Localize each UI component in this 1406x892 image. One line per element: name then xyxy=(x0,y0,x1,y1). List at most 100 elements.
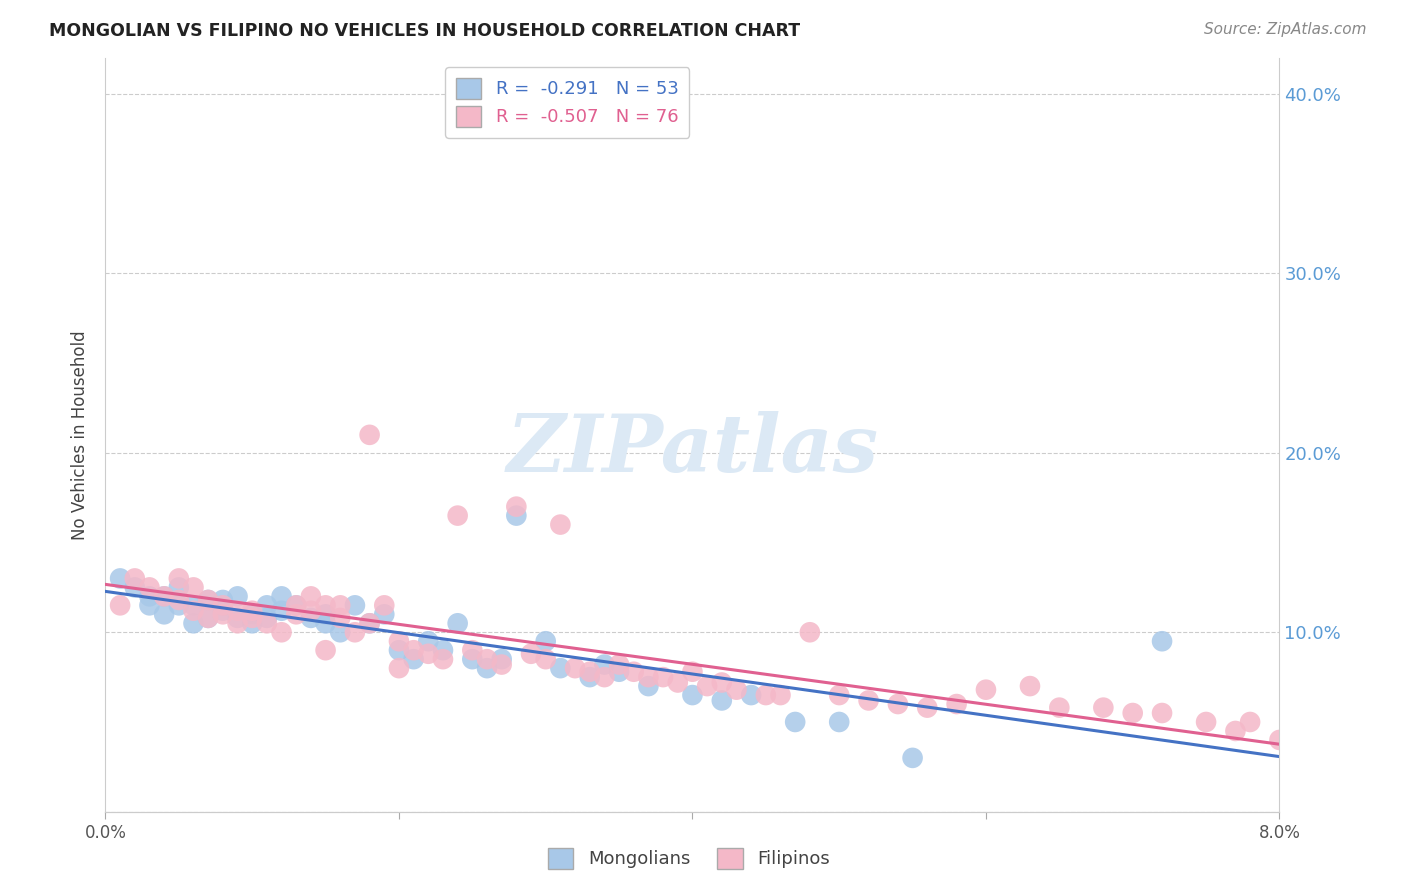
Point xyxy=(696,679,718,693)
Point xyxy=(725,682,748,697)
Point xyxy=(740,688,762,702)
Point xyxy=(446,508,468,523)
Point xyxy=(359,428,381,442)
Legend: Mongolians, Filipinos: Mongolians, Filipinos xyxy=(541,840,837,876)
Point xyxy=(418,634,440,648)
Point xyxy=(710,693,733,707)
Point xyxy=(197,593,219,607)
Point xyxy=(652,670,675,684)
Point xyxy=(226,590,249,604)
Point xyxy=(183,581,205,595)
Point xyxy=(769,688,792,702)
Point xyxy=(550,661,572,675)
Point xyxy=(491,652,513,666)
Point xyxy=(1047,700,1070,714)
Point xyxy=(343,625,366,640)
Point xyxy=(1195,714,1218,729)
Point xyxy=(607,665,630,679)
Point xyxy=(343,599,366,613)
Point xyxy=(211,604,233,618)
Point xyxy=(329,625,352,640)
Point xyxy=(607,657,630,672)
Point xyxy=(167,581,190,595)
Point xyxy=(226,616,249,631)
Point xyxy=(359,616,381,631)
Point xyxy=(256,616,278,631)
Point xyxy=(138,590,160,604)
Point xyxy=(623,665,645,679)
Point xyxy=(828,688,851,702)
Point xyxy=(211,593,233,607)
Point xyxy=(520,647,543,661)
Point xyxy=(550,517,572,532)
Point xyxy=(167,593,190,607)
Point xyxy=(475,661,498,675)
Point xyxy=(240,607,263,622)
Point xyxy=(1092,700,1115,714)
Point xyxy=(388,634,411,648)
Point xyxy=(1150,706,1173,720)
Point xyxy=(197,593,219,607)
Point xyxy=(285,599,308,613)
Point xyxy=(637,670,659,684)
Point xyxy=(432,652,454,666)
Y-axis label: No Vehicles in Household: No Vehicles in Household xyxy=(72,330,90,540)
Point xyxy=(240,611,263,625)
Point xyxy=(153,590,176,604)
Point xyxy=(828,714,851,729)
Point xyxy=(226,604,249,618)
Point xyxy=(1239,714,1261,729)
Point xyxy=(270,590,292,604)
Point xyxy=(1341,783,1364,797)
Point xyxy=(329,599,352,613)
Point xyxy=(315,643,337,657)
Point xyxy=(256,599,278,613)
Point xyxy=(1312,778,1334,792)
Point xyxy=(710,675,733,690)
Point xyxy=(1122,706,1144,720)
Point xyxy=(564,661,586,675)
Point xyxy=(666,675,689,690)
Point xyxy=(461,652,484,666)
Point xyxy=(505,500,527,514)
Point xyxy=(108,571,131,585)
Point xyxy=(315,616,337,631)
Point xyxy=(505,508,527,523)
Point xyxy=(1019,679,1042,693)
Point xyxy=(1225,723,1247,738)
Point xyxy=(240,604,263,618)
Point xyxy=(432,643,454,657)
Point xyxy=(167,599,190,613)
Point xyxy=(256,611,278,625)
Text: Source: ZipAtlas.com: Source: ZipAtlas.com xyxy=(1204,22,1367,37)
Point xyxy=(593,657,616,672)
Point xyxy=(315,599,337,613)
Point xyxy=(461,643,484,657)
Point xyxy=(681,665,703,679)
Point xyxy=(240,616,263,631)
Point xyxy=(388,661,411,675)
Point xyxy=(299,590,322,604)
Point xyxy=(299,611,322,625)
Point xyxy=(681,688,703,702)
Point xyxy=(534,652,557,666)
Text: ZIPatlas: ZIPatlas xyxy=(506,411,879,489)
Point xyxy=(183,599,205,613)
Point xyxy=(373,607,395,622)
Point xyxy=(124,571,146,585)
Point xyxy=(183,616,205,631)
Point xyxy=(418,647,440,661)
Point xyxy=(578,670,600,684)
Point xyxy=(388,643,411,657)
Point xyxy=(915,700,938,714)
Point xyxy=(974,682,997,697)
Text: MONGOLIAN VS FILIPINO NO VEHICLES IN HOUSEHOLD CORRELATION CHART: MONGOLIAN VS FILIPINO NO VEHICLES IN HOU… xyxy=(49,22,800,40)
Point xyxy=(578,665,600,679)
Point xyxy=(285,607,308,622)
Point xyxy=(108,599,131,613)
Point xyxy=(901,751,924,765)
Point xyxy=(183,604,205,618)
Point xyxy=(197,611,219,625)
Point xyxy=(637,679,659,693)
Point xyxy=(211,599,233,613)
